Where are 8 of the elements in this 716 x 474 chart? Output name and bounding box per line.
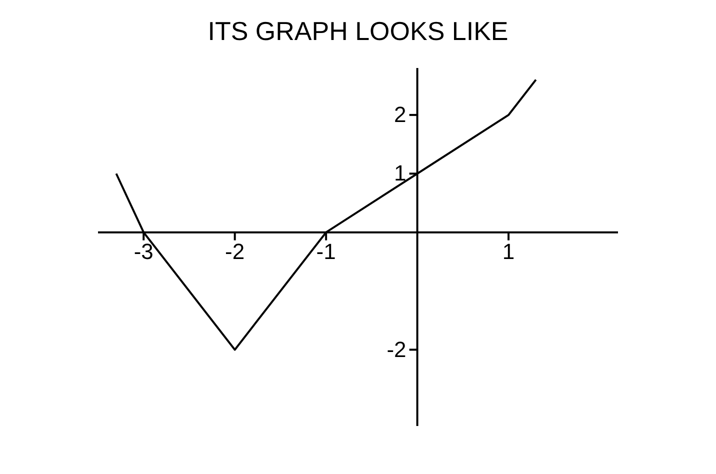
chart-title: ITS GRAPH LOOKS LIKE [208, 16, 508, 46]
y-tick-label: -2 [386, 336, 406, 362]
x-tick-label: -1 [316, 238, 336, 264]
y-tick-label: 1 [394, 160, 406, 186]
x-tick-label: 1 [502, 238, 515, 264]
x-tick-label: -3 [134, 238, 154, 264]
y-tick-label: 2 [394, 102, 406, 127]
x-tick-label: -2 [225, 238, 245, 264]
